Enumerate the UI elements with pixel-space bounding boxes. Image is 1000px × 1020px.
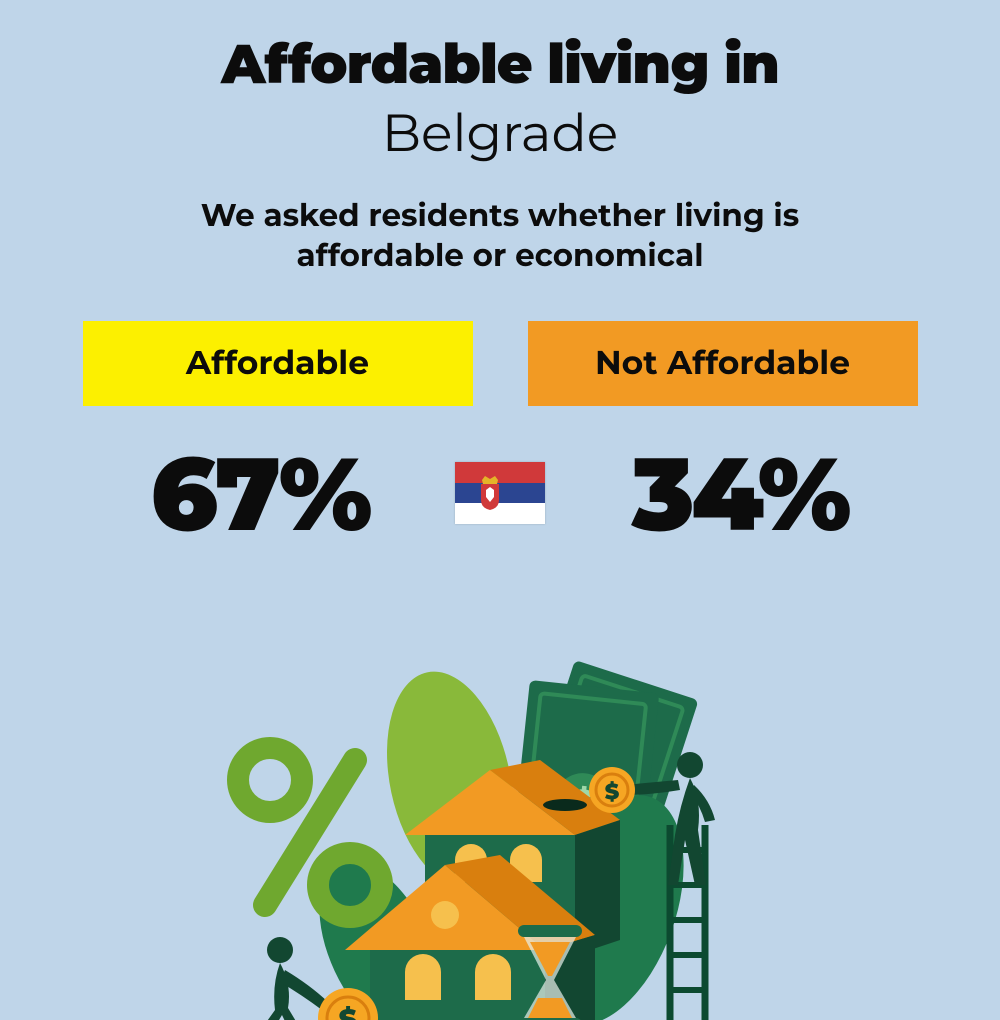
value-not-affordable: 34% xyxy=(575,431,905,556)
svg-text:$: $ xyxy=(605,778,620,805)
values-row: 67% 34% xyxy=(0,431,1000,556)
value-affordable: 67% xyxy=(95,431,425,556)
subtitle: We asked residents whether living is aff… xyxy=(120,195,880,276)
badge-affordable-label: Affordable xyxy=(186,343,369,383)
coin-right-icon: $ xyxy=(589,767,635,813)
flag-serbia xyxy=(455,462,545,524)
svg-text:$: $ xyxy=(339,1003,358,1020)
flag-emblem-icon xyxy=(477,474,503,512)
title-block: Affordable living in Belgrade xyxy=(0,30,1000,165)
badges-row: Affordable Not Affordable xyxy=(0,321,1000,406)
money-house-illustration: $ $ xyxy=(180,650,820,1020)
title-main: Affordable living in xyxy=(0,30,1000,97)
badge-not-affordable-label: Not Affordable xyxy=(595,343,850,383)
badge-not-affordable: Not Affordable xyxy=(528,321,918,406)
badge-affordable: Affordable xyxy=(83,321,473,406)
title-city: Belgrade xyxy=(0,102,1000,165)
infographic-container: Affordable living in Belgrade We asked r… xyxy=(0,0,1000,1000)
